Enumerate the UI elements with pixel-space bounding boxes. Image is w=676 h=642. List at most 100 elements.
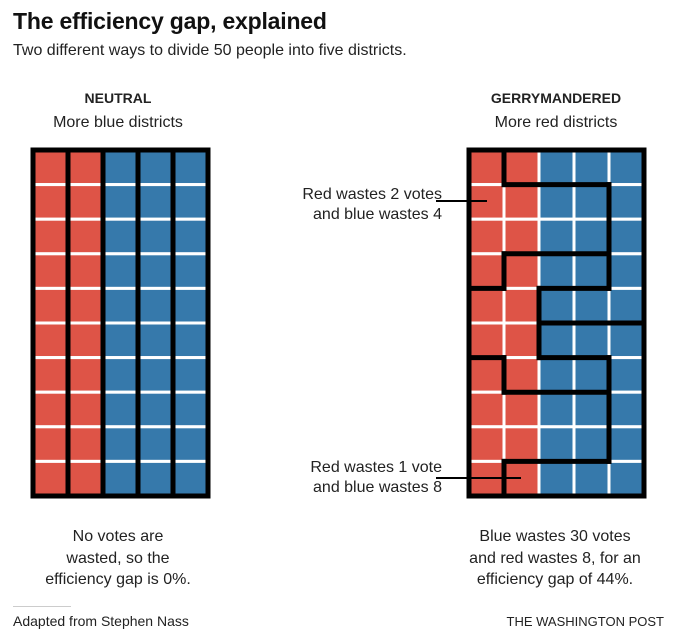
gerrymandered-grid [466,147,647,499]
blue-voter-cell [171,459,210,498]
blue-voter-cell [572,459,611,498]
red-voter-cell [66,425,105,463]
blue-voter-cell [572,148,611,187]
blue-voter-cell [171,425,210,463]
blue-voter-cell [572,425,611,463]
red-voter-cell [467,252,506,290]
blue-voter-cell [171,321,210,360]
annotation-top-line-2: and blue wastes 4 [313,206,442,223]
blue-voter-cell [607,252,646,290]
blue-voter-cell [572,217,611,256]
red-voter-cell [467,148,506,187]
blue-voter-cell [101,286,140,325]
gerrymandered-caption-line: and red wastes 8, for an [469,549,641,567]
blue-voter-cell [136,390,175,429]
gerrymandered-subheading: More red districts [494,114,618,131]
red-voter-cell [467,356,506,394]
blue-voter-cell [537,252,576,290]
red-voter-cell [467,286,506,325]
annotation-bottom: Red wastes 1 vote and blue wastes 8 [310,458,442,498]
red-voter-cell [31,286,70,325]
red-voter-cell [502,321,541,360]
red-voter-cell [31,148,70,187]
footer-divider [13,606,71,607]
blue-voter-cell [607,459,646,498]
blue-voter-cell [537,217,576,256]
grid-outer-border [466,147,647,499]
red-voter-cell [66,390,105,429]
red-voter-cell [502,252,541,290]
gerrymandered-heading: GERRYMANDERED [490,90,622,106]
blue-voter-cell [537,425,576,463]
blue-voter-cell [136,183,175,221]
blue-voter-cell [101,425,140,463]
red-voter-cell [31,217,70,256]
blue-voter-cell [572,183,611,221]
red-voter-cell [467,217,506,256]
red-voter-cell [66,321,105,360]
blue-voter-cell [572,321,611,360]
blue-voter-cell [136,217,175,256]
blue-voter-cell [171,183,210,221]
grid-outer-border [30,147,211,499]
annotation-bottom-line-2: and blue wastes 8 [313,479,442,496]
blue-voter-cell [101,459,140,498]
blue-voter-cell [572,252,611,290]
red-voter-cell [502,425,541,463]
annotation-bottom-line-1: Red wastes 1 vote [310,459,442,476]
blue-voter-cell [607,286,646,325]
neutral-caption-line: wasted, so the [66,549,170,567]
red-voter-cell [502,183,541,221]
blue-voter-cell [171,390,210,429]
red-voter-cell [502,217,541,256]
blue-voter-cell [537,183,576,221]
blue-voter-cell [572,390,611,429]
red-voter-cell [467,321,506,360]
red-voter-cell [31,252,70,290]
blue-voter-cell [171,356,210,394]
annotation-top: Red wastes 2 votes and blue wastes 4 [302,185,442,225]
red-voter-cell [31,425,70,463]
blue-voter-cell [171,286,210,325]
blue-voter-cell [607,321,646,360]
neutral-caption-line: No votes are [72,528,164,545]
annotation-top-line-1: Red wastes 2 votes [302,186,442,203]
blue-voter-cell [101,356,140,394]
blue-voter-cell [537,459,576,498]
blue-voter-cell [171,148,210,187]
blue-voter-cell [607,217,646,256]
blue-voter-cell [572,286,611,325]
gerrymandered-caption-line: Blue wastes 30 votes [479,528,631,545]
blue-voter-cell [607,356,646,394]
neutral-grid [30,147,211,499]
blue-voter-cell [101,321,140,360]
blue-voter-cell [101,183,140,221]
blue-voter-cell [101,390,140,429]
red-voter-cell [66,356,105,394]
blue-voter-cell [537,321,576,360]
neutral-caption: No votes are wasted, so the efficiency g… [0,526,238,591]
blue-voter-cell [136,321,175,360]
red-voter-cell [31,183,70,221]
blue-voter-cell [136,252,175,290]
publisher-brand: THE WASHINGTON POST [506,614,664,629]
red-voter-cell [66,286,105,325]
red-voter-cell [502,286,541,325]
red-voter-cell [66,459,105,498]
red-voter-cell [467,425,506,463]
gerrymandered-caption: Blue wastes 30 votes and red wastes 8, f… [425,526,676,591]
page-title: The efficiency gap, explained [13,8,327,34]
blue-voter-cell [171,217,210,256]
blue-voter-cell [136,356,175,394]
red-voter-cell [66,148,105,187]
blue-voter-cell [101,252,140,290]
page-subtitle: Two different ways to divide 50 people i… [13,42,407,59]
red-voter-cell [31,390,70,429]
blue-voter-cell [171,252,210,290]
red-voter-cell [502,356,541,394]
red-voter-cell [31,459,70,498]
blue-voter-cell [537,148,576,187]
blue-voter-cell [607,183,646,221]
blue-voter-cell [607,148,646,187]
